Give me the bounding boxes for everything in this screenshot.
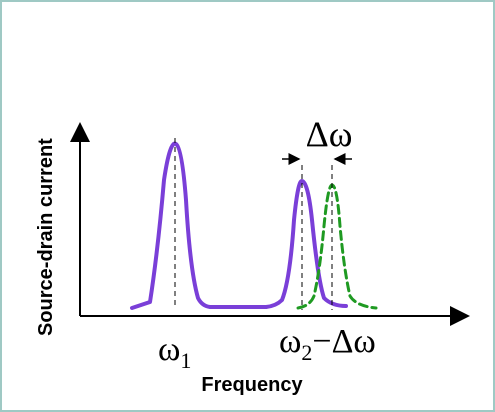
y-axis-label: Source-drain current — [35, 138, 57, 336]
peak-omega1 — [130, 141, 268, 310]
omega1-symbol: ω — [158, 331, 180, 368]
omega2-symbol: ω — [279, 323, 301, 360]
peak-omega2 — [264, 179, 348, 309]
x-axis-label: Frequency — [201, 374, 303, 396]
omega1-subscript: 1 — [180, 348, 191, 373]
omega2-subscript: 2 — [301, 340, 312, 365]
shift-suffix: −Δω — [312, 323, 375, 360]
omega1-label: ω1 — [158, 331, 191, 373]
omega2-shift-label: ω2−Δω — [279, 323, 376, 365]
delta-omega-label: Δω — [306, 114, 353, 154]
